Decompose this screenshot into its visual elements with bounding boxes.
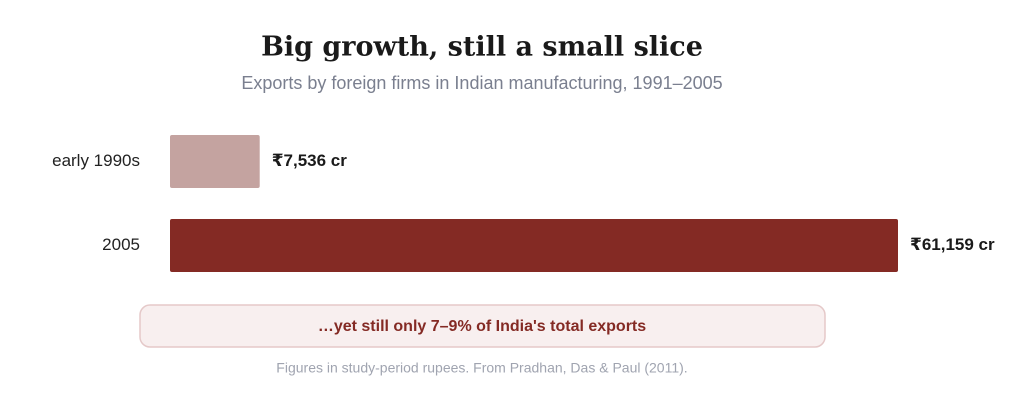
category-label: 2005 xyxy=(102,235,140,254)
value-label: ₹7,536 cr xyxy=(272,151,348,170)
chart-title: Big growth, still a small slice xyxy=(261,32,703,63)
annotation-box xyxy=(139,304,826,348)
bar xyxy=(170,219,898,272)
annotation: …yet still only 7–9% of India's total ex… xyxy=(318,318,646,335)
bar xyxy=(170,135,260,188)
footnote: Figures in study-period rupees. From Pra… xyxy=(276,360,687,376)
value-label: ₹61,159 cr xyxy=(910,235,995,254)
chart-subtitle: Exports by foreign firms in Indian manuf… xyxy=(241,73,722,93)
category-label: early 1990s xyxy=(52,151,140,170)
